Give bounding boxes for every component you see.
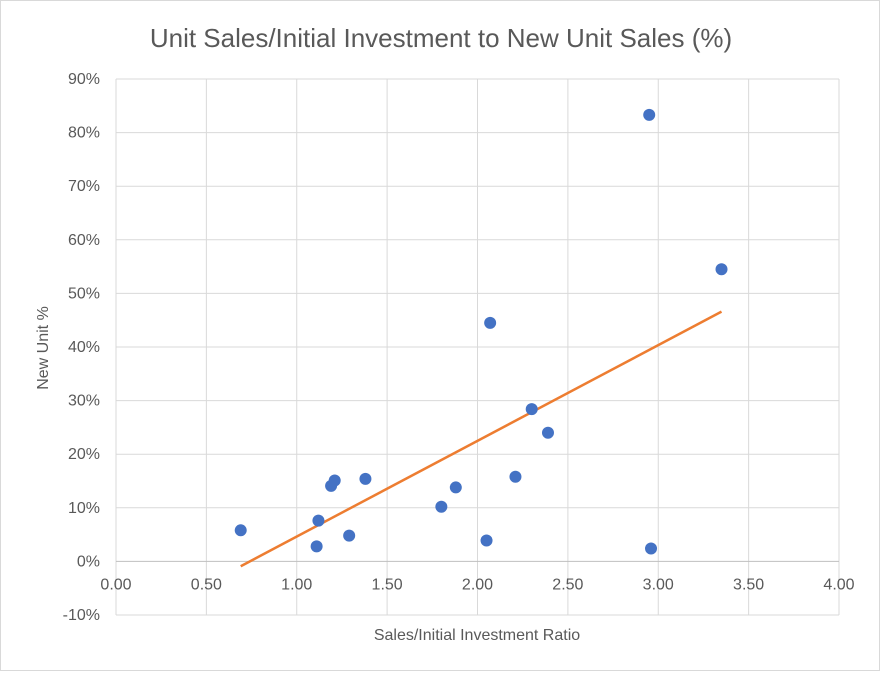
x-tick-label: 1.50 <box>372 576 403 593</box>
x-tick-label: 4.00 <box>823 576 854 593</box>
x-axis-tick-labels: 0.00 0.50 1.00 1.50 2.00 2.50 3.00 3.50 4.00 <box>100 576 854 593</box>
x-tick-label: 2.00 <box>462 576 493 593</box>
x-tick-label: 1.00 <box>281 576 312 593</box>
x-tick-label: 3.50 <box>733 576 764 593</box>
y-axis-tick-labels: -10% 0% 10% 20% 30% 40% 50% 60% 70% 80% 90% <box>63 71 100 624</box>
data-point <box>312 514 325 527</box>
data-point <box>509 470 522 483</box>
y-tick-label: 40% <box>68 339 100 356</box>
data-point <box>234 524 247 537</box>
data-points <box>234 108 728 555</box>
data-point <box>310 540 323 553</box>
data-point <box>343 529 356 542</box>
y-tick-label: 80% <box>68 125 100 142</box>
data-point <box>449 481 462 494</box>
data-point <box>328 474 341 487</box>
data-point <box>525 403 538 416</box>
x-tick-label: 2.50 <box>552 576 583 593</box>
y-tick-label: 60% <box>68 232 100 249</box>
y-tick-label: 30% <box>68 393 100 410</box>
y-tick-label: 10% <box>68 500 100 517</box>
data-point <box>541 426 554 439</box>
data-point <box>645 542 658 555</box>
x-tick-label: 3.00 <box>643 576 674 593</box>
y-tick-label: -10% <box>63 607 100 624</box>
y-tick-label: 20% <box>68 446 100 463</box>
data-point <box>435 500 448 513</box>
data-point <box>643 108 656 121</box>
y-axis-title: New Unit % <box>35 306 52 390</box>
data-point <box>359 472 372 485</box>
gridlines <box>115 78 840 616</box>
x-axis-title: Sales/Initial Investment Ratio <box>374 627 580 644</box>
x-tick-label: 0.00 <box>100 576 131 593</box>
trendline-group <box>240 310 723 568</box>
chart-title: Unit Sales/Initial Investment to New Uni… <box>150 23 732 53</box>
linear-trendline <box>240 310 723 568</box>
x-tick-label: 0.50 <box>191 576 222 593</box>
data-point <box>480 534 493 547</box>
data-point <box>484 316 497 329</box>
y-tick-label: 0% <box>77 553 100 570</box>
data-point <box>715 263 728 276</box>
y-tick-label: 90% <box>68 71 100 88</box>
y-tick-label: 70% <box>68 178 100 195</box>
y-tick-label: 50% <box>68 285 100 302</box>
